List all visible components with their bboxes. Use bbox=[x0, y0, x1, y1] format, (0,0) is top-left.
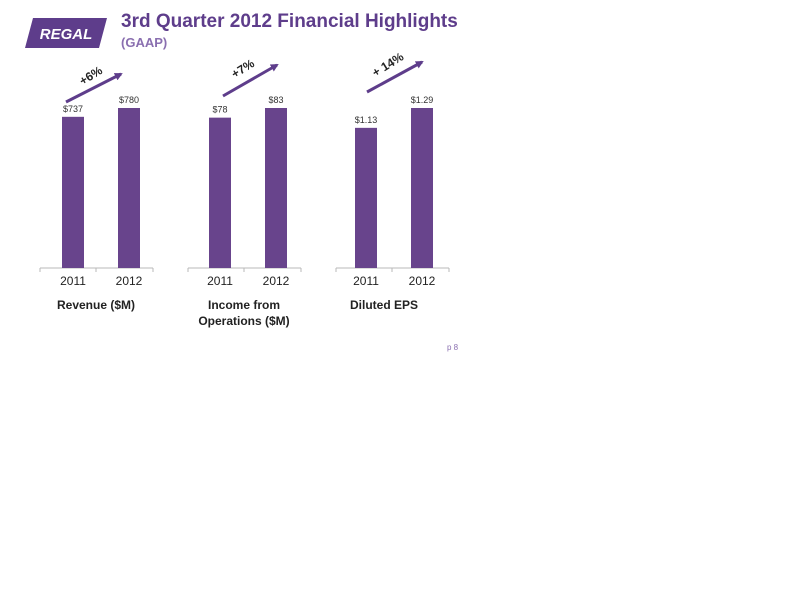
growth-arrow bbox=[65, 72, 123, 104]
chart-x-label: Diluted EPS bbox=[350, 298, 418, 312]
chart-x-label: Operations ($M) bbox=[198, 314, 289, 328]
bar bbox=[118, 108, 140, 268]
bar-value-label: $78 bbox=[212, 105, 227, 115]
growth-arrow bbox=[366, 60, 424, 94]
bar-value-label: $737 bbox=[63, 104, 83, 114]
x-tick-label: 2011 bbox=[60, 274, 86, 288]
bar-value-label: $1.29 bbox=[411, 95, 434, 105]
regal-logo: REGAL bbox=[25, 18, 107, 48]
bar bbox=[209, 117, 231, 269]
bar-value-label: $780 bbox=[119, 95, 139, 105]
x-tick-label: 2012 bbox=[263, 274, 290, 288]
bar bbox=[62, 116, 84, 268]
page-title: 3rd Quarter 2012 Financial Highlights bbox=[121, 11, 458, 32]
bar bbox=[265, 108, 287, 268]
x-tick-label: 2011 bbox=[353, 274, 379, 288]
bar-value-label: $1.13 bbox=[355, 115, 378, 125]
chart-x-label: Income from bbox=[208, 298, 280, 312]
x-tick-label: 2011 bbox=[207, 274, 233, 288]
chart-x-label: Revenue ($M) bbox=[57, 298, 135, 312]
growth-arrow bbox=[222, 63, 279, 98]
bar-value-label: $83 bbox=[268, 95, 283, 105]
page-number: p 8 bbox=[447, 343, 459, 352]
logo-text: REGAL bbox=[40, 26, 93, 43]
page-subtitle: (GAAP) bbox=[121, 35, 168, 50]
x-tick-label: 2012 bbox=[116, 274, 143, 288]
bar bbox=[411, 108, 433, 268]
x-tick-label: 2012 bbox=[409, 274, 436, 288]
bar bbox=[355, 127, 377, 268]
